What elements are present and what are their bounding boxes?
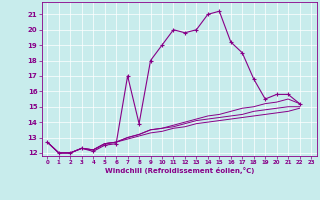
X-axis label: Windchill (Refroidissement éolien,°C): Windchill (Refroidissement éolien,°C) [105,167,254,174]
